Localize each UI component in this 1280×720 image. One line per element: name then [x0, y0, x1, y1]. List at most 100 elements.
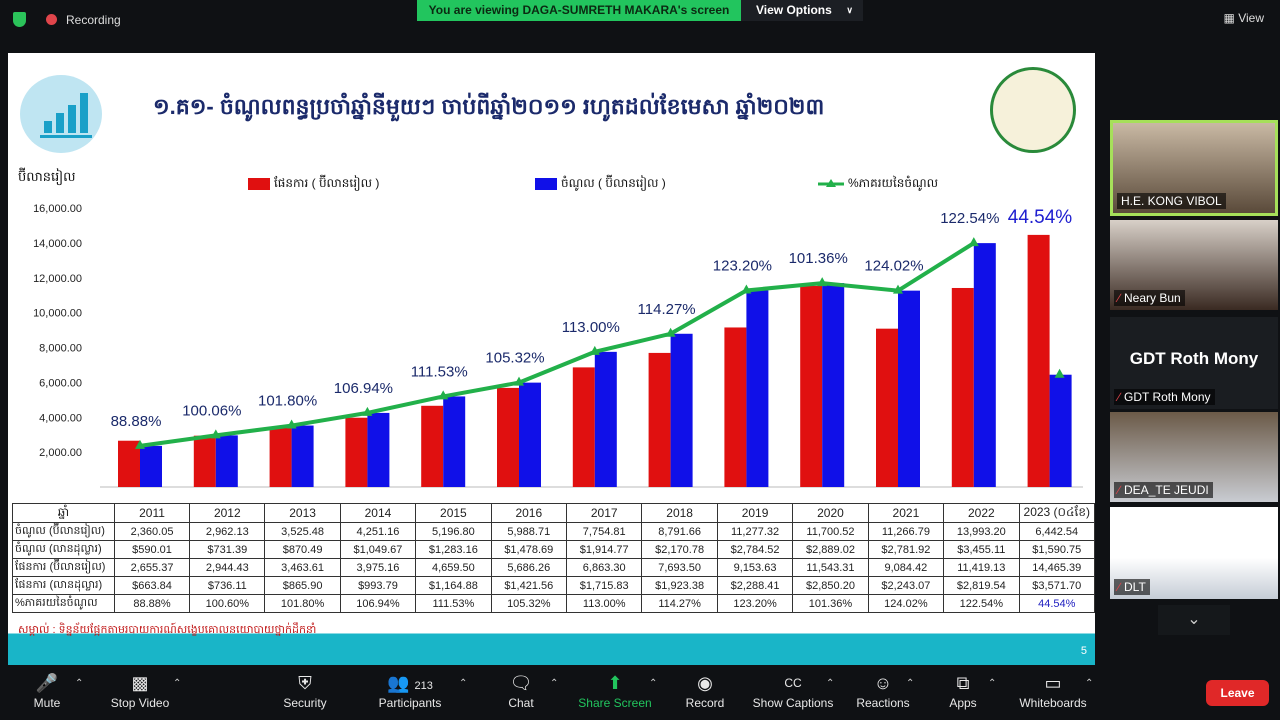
row-header: %ភាគរយនៃចំណូល [12, 594, 115, 613]
captions-label: Show Captions [752, 696, 834, 710]
table-cell: $865.90 [264, 576, 341, 595]
percent-data-label: 106.94% [334, 380, 393, 397]
table-cell: $1,283.16 [415, 540, 492, 559]
mic-muted-icon: ∕ [1118, 390, 1121, 404]
table-cell: 3,463.61 [264, 558, 341, 577]
table-row: ចំណូល (ប៊ីលានរៀល) 2,360.05 2,962.13 3,525.4… [12, 522, 1095, 541]
y-tick-label: 8,000.00 [39, 343, 82, 355]
gdt-seal-logo [990, 67, 1076, 153]
participants-caret[interactable]: ⌃ [459, 678, 468, 689]
y-tick-label: 10,000.00 [33, 308, 82, 320]
table-cell: $731.39 [189, 540, 266, 559]
chat-caret[interactable]: ⌃ [550, 678, 559, 689]
mute-caret[interactable]: ⌃ [75, 678, 84, 689]
reactions-caret[interactable]: ⌃ [906, 678, 915, 689]
apps-button[interactable]: ⧉ Apps [918, 670, 1008, 710]
table-cell: $2,889.02 [792, 540, 869, 559]
table-cell: 2020 [792, 503, 869, 523]
table-cell: 4,659.50 [415, 558, 492, 577]
bar-revenue [594, 351, 617, 487]
bar-revenue [898, 290, 920, 487]
reactions-icon: ☺ [873, 673, 893, 693]
participant-tile[interactable]: GDT Roth Mony ∕ GDT Roth Mony [1110, 317, 1278, 409]
table-cell: $2,784.52 [716, 540, 794, 559]
video-caret[interactable]: ⌃ [173, 678, 182, 689]
mute-button[interactable]: 🎤 Mute [2, 670, 92, 710]
view-options-button[interactable]: View Options ∨ [741, 0, 863, 21]
legend-swatch-revenue [535, 178, 557, 190]
table-cell: 2,962.13 [189, 522, 266, 541]
bar-plan [497, 387, 519, 487]
shield-icon: ⛨ [298, 673, 312, 693]
table-cell: $1,590.75 [1018, 540, 1095, 559]
bar-revenue [140, 445, 162, 487]
share-screen-button[interactable]: ⬆ Share Screen [570, 670, 660, 710]
view-label: View [1238, 11, 1264, 25]
bar-revenue [519, 382, 541, 487]
table-cell: $2,850.20 [792, 576, 869, 595]
recording-icon [46, 14, 57, 25]
percent-point [135, 439, 145, 449]
table-cell: 105.32% [490, 594, 568, 613]
scroll-down-button[interactable]: ⌄ [1158, 605, 1230, 635]
leave-button[interactable]: Leave [1206, 680, 1269, 706]
show-captions-button[interactable]: CC Show Captions [748, 670, 838, 710]
chat-icon: 🗨 [509, 673, 533, 693]
view-button[interactable]: ▦ View [1223, 11, 1264, 25]
table-cell: 14,465.39 [1018, 558, 1095, 577]
participant-name-tag: ∕ GDT Roth Mony [1114, 389, 1215, 405]
whiteboard-icon: ▭ [1044, 673, 1062, 693]
y-tick-label: 6,000.00 [39, 377, 82, 389]
share-caret[interactable]: ⌃ [649, 678, 658, 689]
table-cell: $1,715.83 [565, 576, 643, 595]
participants-label: Participants [378, 696, 442, 710]
table-cell: 5,686.26 [490, 558, 568, 577]
reactions-button[interactable]: ☺ Reactions [838, 670, 928, 710]
bar-revenue [822, 283, 845, 487]
bar-revenue [670, 333, 693, 487]
bar-plan [1027, 234, 1050, 487]
table-cell: $1,049.67 [339, 540, 417, 559]
participant-tile[interactable]: H.E. KONG VIBOL [1110, 120, 1278, 216]
footnote: សម្គាល់ : ទិន្នន័យផ្អែកតាមរបាយការណ៍សង្ខេ… [18, 624, 317, 636]
participant-name: Neary Bun [1124, 291, 1181, 305]
bar-revenue [1049, 374, 1072, 487]
stop-video-button[interactable]: ▩ Stop Video [95, 670, 185, 710]
table-cell: $2,819.54 [943, 576, 1020, 595]
participant-tile[interactable]: ∕ DLT [1110, 507, 1278, 599]
table-cell: $1,478.69 [490, 540, 568, 559]
apps-caret[interactable]: ⌃ [988, 678, 997, 689]
table-cell: 106.94% [339, 594, 417, 613]
participant-name: DEA_TE JEUDI [1124, 483, 1209, 497]
mic-muted-icon: ∕ [1118, 580, 1121, 594]
participant-tile[interactable]: ∕ DEA_TE JEUDI [1110, 412, 1278, 502]
record-button[interactable]: ◉ Record [660, 670, 750, 710]
table-cell: 13,993.20 [943, 522, 1020, 541]
table-cell: 3,975.16 [339, 558, 417, 577]
y-tick-label: 14,000.00 [33, 238, 82, 250]
bar-plan [269, 426, 292, 487]
security-button[interactable]: ⛨ Security [260, 670, 350, 710]
whiteboards-button[interactable]: ▭ Whiteboards [1008, 670, 1098, 710]
percent-point [817, 277, 828, 287]
table-cell: $2,288.41 [716, 576, 794, 595]
chat-button[interactable]: 🗨 Chat [476, 670, 566, 710]
table-cell: $3,571.70 [1018, 576, 1095, 595]
table-cell: $2,243.07 [867, 576, 945, 595]
share-screen-label: Share Screen [578, 696, 652, 710]
table-cell: 2012 [189, 503, 266, 523]
table-cell: $2,170.78 [641, 540, 718, 559]
table-cell: 3,525.48 [264, 522, 341, 541]
security-shield-icon[interactable] [13, 12, 26, 27]
participant-tile[interactable]: ∕ Neary Bun [1110, 220, 1278, 310]
table-cell: 2017 [565, 503, 643, 523]
table-cell: 111.53% [415, 594, 492, 613]
participants-button[interactable]: 👥 213 Participants [365, 670, 455, 710]
captions-caret[interactable]: ⌃ [826, 678, 835, 689]
table-header-row: ឆ្នាំ 2011 2012 2013 2014 2015 2016 2017 2018 201… [12, 503, 1095, 523]
legend-plan-label: ផែនការ ( ប៊ីលានរៀល ) [274, 176, 380, 190]
whiteboards-caret[interactable]: ⌃ [1085, 678, 1094, 689]
table-cell: 11,277.32 [716, 522, 794, 541]
bar-plan [193, 435, 216, 487]
table-cell: 123.20% [716, 594, 794, 613]
